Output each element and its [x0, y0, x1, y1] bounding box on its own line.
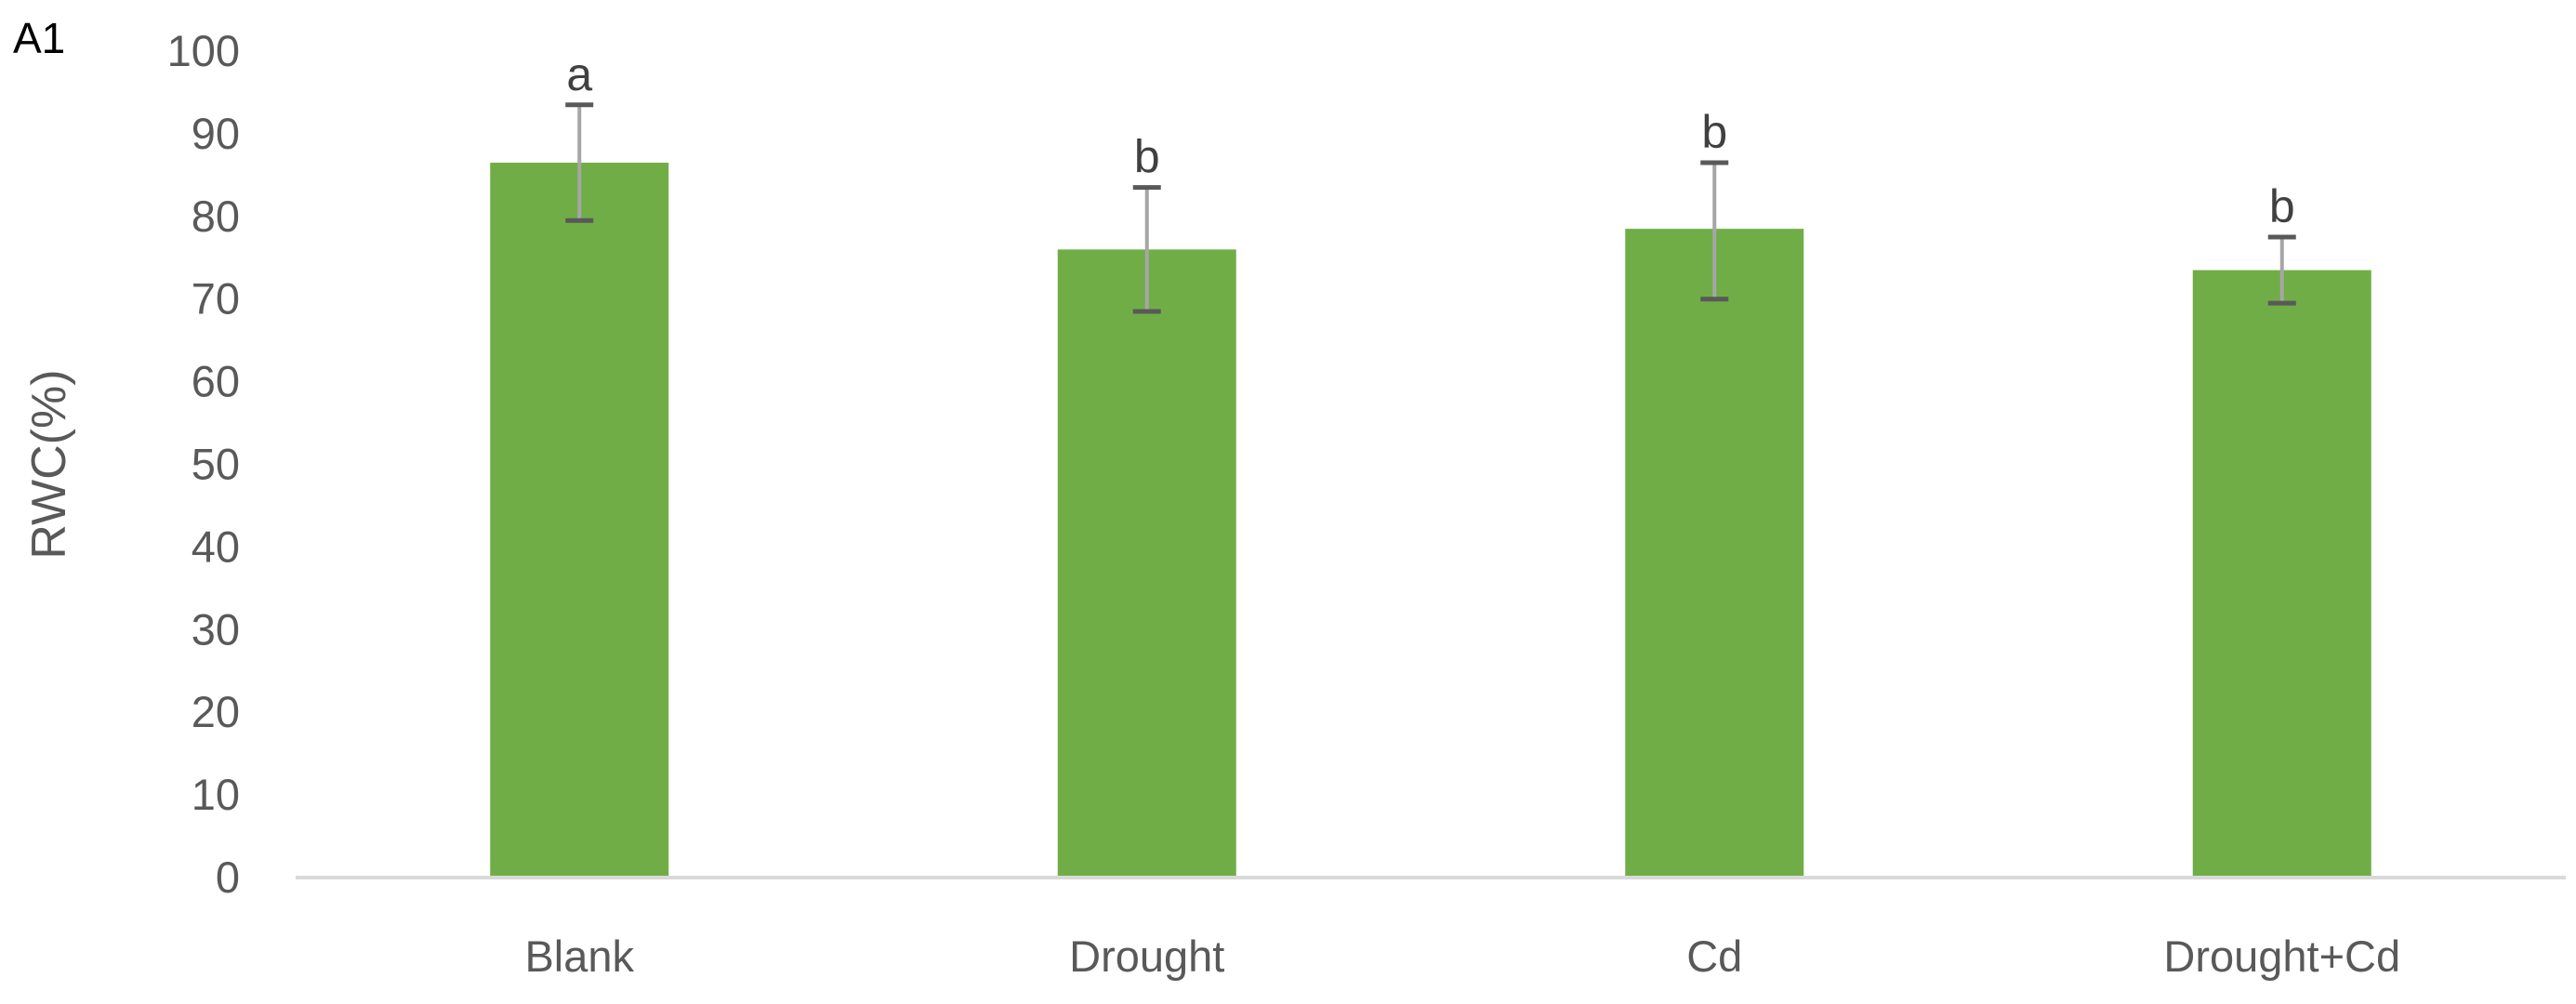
y-tick-label: 0 [216, 852, 240, 902]
significance-labels: a b b b [566, 48, 2294, 232]
y-tick-label: 30 [192, 604, 240, 654]
significance-label: b [1134, 131, 1160, 183]
panel-label: A1 [13, 14, 66, 62]
y-tick-label: 60 [192, 357, 240, 406]
bar [2192, 270, 2371, 878]
y-tick-label: 70 [192, 274, 240, 324]
x-tick-label: Drought [1069, 931, 1224, 981]
significance-label: b [1701, 106, 1727, 158]
y-tick-label: 40 [192, 522, 240, 571]
bar [1057, 249, 1236, 878]
x-tick-label: Drought+Cd [2163, 931, 2400, 981]
y-tick-label: 20 [192, 687, 240, 736]
x-axis-ticks: Blank Drought Cd Drought+Cd [524, 931, 2400, 981]
x-tick-label: Blank [524, 931, 634, 981]
bars [490, 163, 2371, 878]
bar [1625, 229, 1804, 878]
bar [490, 163, 669, 878]
error-bars [565, 102, 2296, 314]
y-tick-label: 90 [192, 109, 240, 158]
y-axis-title: RWC(%) [22, 369, 76, 559]
y-tick-label: 10 [192, 770, 240, 819]
y-axis-ticks: 0 10 20 30 40 50 60 70 80 90 100 [167, 26, 240, 902]
significance-label: a [566, 48, 592, 100]
significance-label: b [2269, 180, 2295, 232]
y-tick-label: 50 [192, 440, 240, 489]
x-tick-label: Cd [1686, 931, 1742, 981]
y-tick-label: 100 [167, 26, 240, 75]
y-tick-label: 80 [192, 192, 240, 241]
